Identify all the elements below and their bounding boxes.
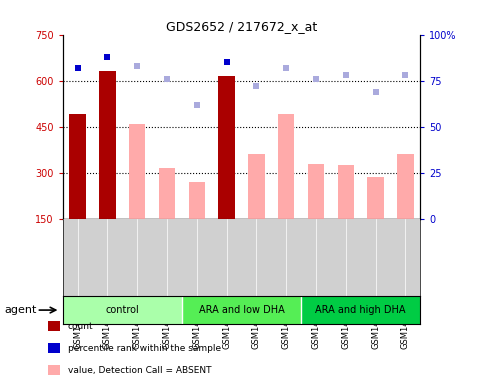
Point <box>312 76 320 82</box>
Bar <box>397 154 413 219</box>
Point <box>253 83 260 89</box>
Text: ARA and low DHA: ARA and low DHA <box>199 305 284 315</box>
Point <box>282 65 290 71</box>
Point <box>223 59 230 65</box>
Bar <box>129 124 145 219</box>
Bar <box>248 154 265 219</box>
Text: ARA and high DHA: ARA and high DHA <box>315 305 406 315</box>
Point <box>193 101 201 108</box>
Point <box>372 89 380 95</box>
Bar <box>189 182 205 219</box>
Bar <box>308 164 324 219</box>
Bar <box>368 177 384 219</box>
Bar <box>182 296 301 324</box>
Point <box>133 63 141 69</box>
Point <box>401 72 409 78</box>
Text: value, Detection Call = ABSENT: value, Detection Call = ABSENT <box>68 366 211 375</box>
Text: control: control <box>105 305 139 315</box>
Bar <box>278 114 294 219</box>
Bar <box>63 296 182 324</box>
Bar <box>338 165 354 219</box>
Bar <box>70 114 86 219</box>
Text: count: count <box>68 322 93 331</box>
Bar <box>99 71 115 219</box>
Point <box>74 65 82 71</box>
Bar <box>301 296 420 324</box>
Text: agent: agent <box>5 305 37 315</box>
Text: percentile rank within the sample: percentile rank within the sample <box>68 344 221 353</box>
Bar <box>159 168 175 219</box>
Point <box>342 72 350 78</box>
Bar <box>218 76 235 219</box>
Point <box>104 54 112 60</box>
Point <box>163 76 171 82</box>
Title: GDS2652 / 217672_x_at: GDS2652 / 217672_x_at <box>166 20 317 33</box>
